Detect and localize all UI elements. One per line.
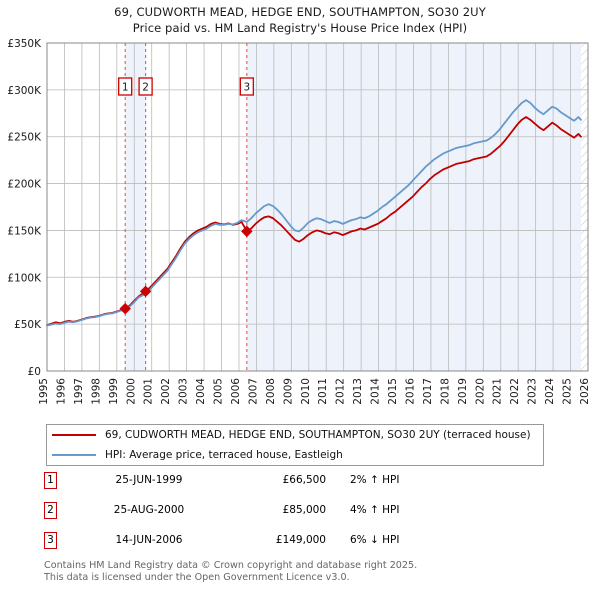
transaction-price-2: £85,000 <box>282 504 326 516</box>
x-axis-tick-label: 2013 <box>352 378 364 405</box>
x-axis-tick-label: 2023 <box>527 378 539 405</box>
transaction-date-2: 25-AUG-2000 <box>113 504 185 516</box>
legend-item-hpi: HPI: Average price, terraced house, East… <box>47 445 543 465</box>
table-row: 2 25-AUG-2000 £85,000 4% ↑ HPI <box>44 502 564 532</box>
chart-marker-badge-1: 1 <box>118 77 133 96</box>
page-title: 69, CUDWORTH MEAD, HEDGE END, SOUTHAMPTO… <box>0 4 600 36</box>
x-axis-tick-label: 2006 <box>230 378 242 405</box>
legend-swatch-hpi-line <box>52 454 96 456</box>
title-line-address: 69, CUDWORTH MEAD, HEDGE END, SOUTHAMPTO… <box>114 5 486 19</box>
transaction-index-badge-3: 3 <box>44 532 57 549</box>
x-axis-tick-label: 1998 <box>90 378 102 405</box>
x-axis-tick-label: 1996 <box>55 378 67 405</box>
x-axis-tick-label: 1999 <box>108 378 120 405</box>
y-axis-tick-label: £100K <box>7 272 42 284</box>
x-axis-tick-label: 2018 <box>439 378 451 405</box>
y-axis-tick-label: £200K <box>7 179 42 191</box>
table-row: 3 14-JUN-2006 £149,000 6% ↓ HPI <box>44 532 564 562</box>
legend-item-property: 69, CUDWORTH MEAD, HEDGE END, SOUTHAMPTO… <box>47 425 543 445</box>
x-axis-tick-label: 2007 <box>247 378 259 405</box>
transaction-date-3: 14-JUN-2006 <box>115 534 183 546</box>
x-axis-tick-label: 2008 <box>265 378 277 405</box>
x-axis-tick-label: 2015 <box>387 378 399 405</box>
table-row: 1 25-JUN-1999 £66,500 2% ↑ HPI <box>44 472 564 502</box>
x-axis-tick-label: 2025 <box>562 378 574 405</box>
transaction-point-marker <box>139 285 152 298</box>
series-line-hpi <box>46 99 582 327</box>
svg-text:3: 3 <box>243 82 250 94</box>
footer-copyright: Contains HM Land Registry data © Crown c… <box>44 560 418 571</box>
transaction-price-1: £66,500 <box>282 474 326 486</box>
x-axis-tick-label: 2004 <box>195 378 207 405</box>
transactions-table: 1 25-JUN-1999 £66,500 2% ↑ HPI 2 25-AUG-… <box>44 472 564 562</box>
chart-marker-badge-2: 2 <box>138 77 153 96</box>
x-axis-tick-label: 2011 <box>317 378 329 405</box>
transaction-index-badge-1: 1 <box>44 472 57 489</box>
x-axis-tick-label: 2000 <box>125 378 137 405</box>
transaction-price-3: £149,000 <box>275 534 326 546</box>
y-axis-tick-label: £300K <box>7 85 42 97</box>
x-axis-tick-label: 2002 <box>160 378 172 405</box>
chart-marker-badge-3: 3 <box>239 77 254 96</box>
x-axis-tick-label: 1997 <box>73 378 85 405</box>
transaction-hpi-delta-3: 6% ↓ HPI <box>350 534 400 546</box>
x-axis-tick-label: 2014 <box>370 378 382 405</box>
transaction-hpi-delta-2: 4% ↑ HPI <box>350 504 400 516</box>
x-axis-tick-label: 2005 <box>213 378 225 405</box>
title-line-subtitle: Price paid vs. HM Land Registry's House … <box>132 21 468 35</box>
x-axis-tick-label: 2016 <box>404 378 416 405</box>
x-axis-tick-label: 2022 <box>509 378 521 405</box>
transaction-index-badge-2: 2 <box>44 502 57 519</box>
y-axis-tick-label: £250K <box>7 132 42 144</box>
footer-licence: This data is licensed under the Open Gov… <box>44 571 350 583</box>
x-axis-tick-label: 2019 <box>457 378 469 405</box>
transaction-point-marker <box>119 302 131 315</box>
y-axis-tick-label: £0 <box>28 366 41 378</box>
x-axis-tick-label: 2021 <box>492 378 504 405</box>
x-axis-tick-label: 2009 <box>282 378 294 405</box>
svg-text:1: 1 <box>122 82 129 94</box>
x-axis-tick-label: 2001 <box>143 378 155 405</box>
x-axis-tick-label: 1995 <box>38 378 50 405</box>
attribution-footer: Contains HM Land Registry data © Crown c… <box>44 560 584 583</box>
transaction-point-marker <box>241 225 253 238</box>
y-axis-tick-label: £50K <box>14 319 42 331</box>
legend-swatch-property-line <box>52 434 96 436</box>
x-axis-tick-label: 2003 <box>178 378 190 405</box>
transaction-date-1: 25-JUN-1999 <box>115 474 183 486</box>
transaction-hpi-delta-1: 2% ↑ HPI <box>350 474 400 486</box>
x-axis-tick-label: 2012 <box>335 378 347 405</box>
x-axis-tick-label: 2010 <box>300 378 312 405</box>
legend-label-property: 69, CUDWORTH MEAD, HEDGE END, SOUTHAMPTO… <box>105 429 531 441</box>
y-axis-tick-label: £150K <box>7 225 42 237</box>
x-axis-tick-label: 2026 <box>579 378 591 405</box>
x-axis-tick-label: 2017 <box>422 378 434 405</box>
svg-text:2: 2 <box>142 82 149 94</box>
chart-legend: 69, CUDWORTH MEAD, HEDGE END, SOUTHAMPTO… <box>46 424 544 466</box>
x-axis-tick-label: 2020 <box>474 378 486 405</box>
chart-plot-area: £0 £50K £100K £150K £200K £250K £300K £350K 1995… <box>7 38 591 405</box>
legend-label-hpi: HPI: Average price, terraced house, East… <box>105 449 343 461</box>
y-axis-tick-label: £350K <box>7 38 42 50</box>
x-axis-tick-label: 2024 <box>544 378 556 405</box>
